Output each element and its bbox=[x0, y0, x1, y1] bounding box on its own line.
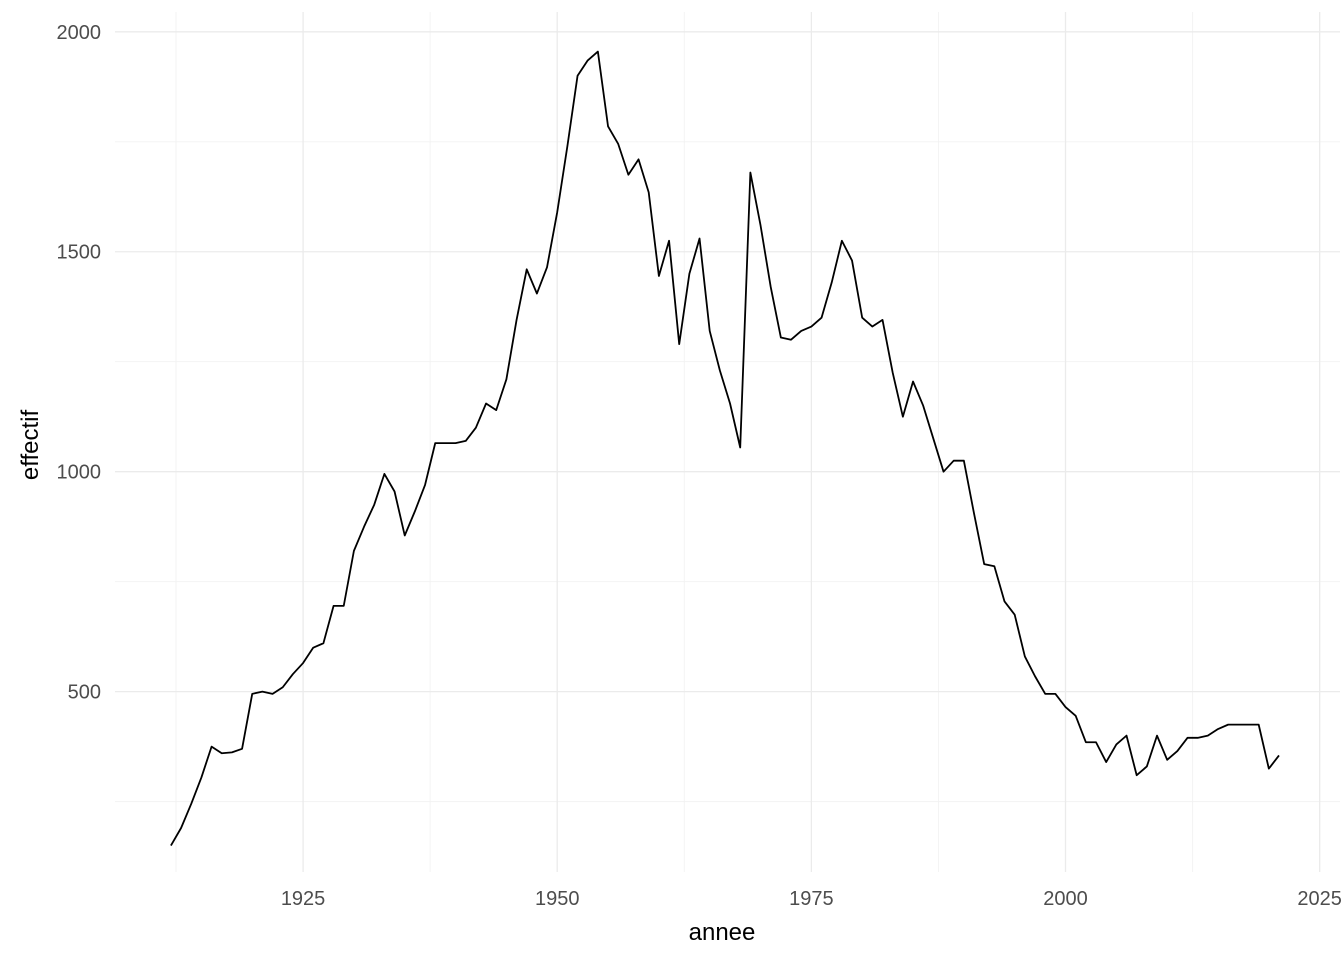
x-tick-label: 2000 bbox=[1043, 888, 1088, 910]
x-tick-label: 1975 bbox=[789, 888, 834, 910]
y-tick-label: 500 bbox=[68, 682, 101, 704]
y-tick-label: 1500 bbox=[57, 242, 102, 264]
major-gridlines bbox=[115, 12, 1340, 872]
y-tick-label: 1000 bbox=[57, 462, 102, 484]
x-tick-label: 1925 bbox=[281, 888, 326, 910]
x-axis-title: annee bbox=[689, 919, 756, 946]
y-tick-label: 2000 bbox=[57, 22, 102, 44]
x-axis-tick-labels: 1925 1950 1975 2000 2025 bbox=[281, 888, 1342, 910]
x-tick-label: 1950 bbox=[535, 888, 580, 910]
minor-gridlines bbox=[115, 12, 1340, 872]
effectif-series-line bbox=[170, 50, 1280, 847]
y-axis-tick-labels: 500 1000 1500 2000 bbox=[57, 22, 102, 704]
x-tick-label: 2025 bbox=[1297, 888, 1342, 910]
y-axis-title: effectif bbox=[17, 410, 44, 481]
